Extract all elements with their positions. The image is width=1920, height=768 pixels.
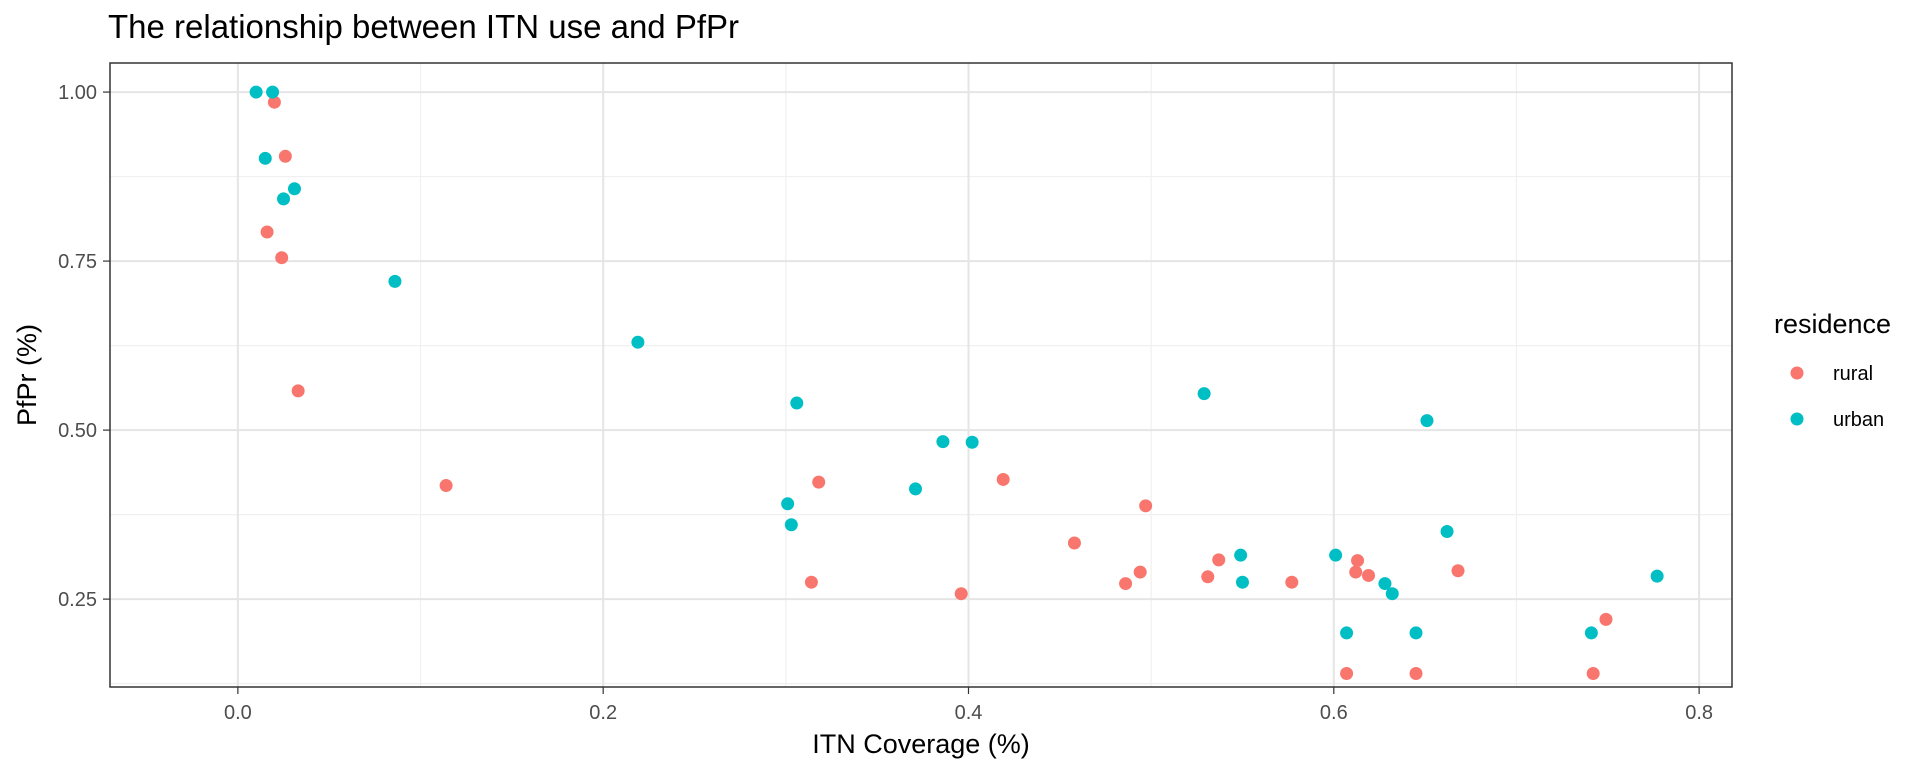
legend-key-urban — [1790, 412, 1804, 426]
y-tick-label: 0.75 — [58, 251, 97, 273]
point-urban — [1385, 587, 1399, 601]
point-rural — [291, 384, 305, 398]
point-urban — [1340, 626, 1354, 640]
point-urban — [1329, 548, 1343, 562]
point-urban — [287, 182, 301, 196]
point-urban — [1378, 577, 1392, 591]
point-rural — [954, 587, 968, 601]
point-rural — [1201, 570, 1215, 584]
point-urban — [266, 85, 280, 99]
y-tick-label: 1.00 — [58, 82, 97, 104]
point-rural — [1409, 666, 1423, 680]
axes: 0.0 0.2 0.4 0.6 0.8 0.25 0.50 0.75 1.00 — [58, 82, 1713, 724]
point-rural — [267, 95, 281, 109]
grid-lines — [110, 63, 1732, 687]
point-rural — [1599, 612, 1613, 626]
point-rural — [1067, 536, 1081, 550]
legend-label-urban: urban — [1833, 409, 1884, 431]
point-rural — [1133, 565, 1147, 579]
point-rural — [275, 251, 289, 265]
point-rural — [260, 225, 274, 239]
point-urban — [936, 435, 950, 449]
point-rural — [1285, 575, 1299, 589]
y-tick-label: 0.25 — [58, 589, 97, 611]
point-rural — [1340, 666, 1354, 680]
y-axis-title: PfPr (%) — [12, 324, 42, 426]
point-urban — [1584, 626, 1598, 640]
x-axis-title: ITN Coverage (%) — [812, 729, 1030, 759]
point-rural — [278, 149, 292, 163]
point-rural — [1362, 568, 1376, 582]
point-urban — [1420, 414, 1434, 428]
data-points — [249, 85, 1664, 680]
point-rural — [1586, 666, 1600, 680]
point-rural — [812, 475, 826, 489]
x-tick-label: 0.0 — [224, 702, 252, 724]
y-tick-label: 0.50 — [58, 420, 97, 442]
legend: residence rural urban — [1774, 309, 1891, 431]
point-urban — [249, 85, 263, 99]
point-urban — [631, 335, 645, 349]
point-urban — [277, 192, 291, 206]
point-urban — [388, 274, 402, 288]
point-urban — [790, 396, 804, 410]
point-urban — [909, 482, 923, 496]
point-urban — [1650, 569, 1664, 583]
point-urban — [784, 518, 798, 532]
point-urban — [1234, 548, 1248, 562]
plot-panel-border — [109, 62, 1733, 688]
point-urban — [781, 497, 795, 511]
x-tick-label: 0.6 — [1320, 702, 1348, 724]
legend-title: residence — [1774, 309, 1891, 339]
legend-label-rural: rural — [1833, 363, 1873, 385]
point-urban — [965, 435, 979, 449]
x-tick-label: 0.4 — [955, 702, 983, 724]
chart-title: The relationship between ITN use and PfP… — [108, 8, 739, 45]
point-rural — [439, 479, 453, 493]
point-urban — [1409, 626, 1423, 640]
point-rural — [804, 575, 818, 589]
point-rural — [996, 472, 1010, 486]
point-rural — [1119, 577, 1133, 591]
point-rural — [1139, 499, 1153, 513]
point-urban — [1197, 387, 1211, 401]
point-urban — [1440, 525, 1454, 539]
x-tick-label: 0.8 — [1685, 702, 1713, 724]
point-rural — [1212, 553, 1226, 567]
legend-key-rural — [1790, 366, 1804, 380]
point-rural — [1451, 564, 1465, 578]
point-rural — [1351, 554, 1365, 568]
point-rural — [1349, 565, 1363, 579]
point-urban — [258, 151, 272, 165]
point-urban — [1235, 575, 1249, 589]
x-tick-label: 0.2 — [589, 702, 617, 724]
